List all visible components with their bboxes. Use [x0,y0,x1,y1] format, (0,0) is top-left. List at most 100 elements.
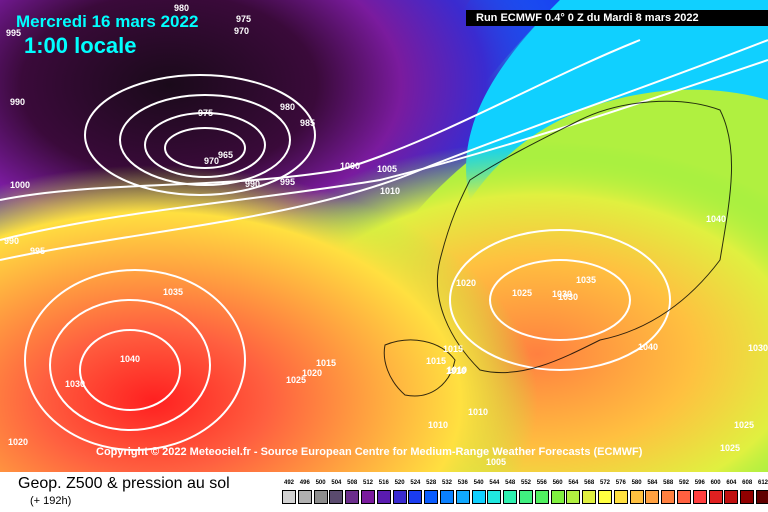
scale-tick: 544 [489,480,500,486]
isobar-label: 1025 [286,375,306,385]
scale-swatch [503,490,518,504]
scale-swatch [487,490,502,504]
isobar-label: 975 [236,14,251,24]
isobar-label: 1015 [316,358,336,368]
isobar-label: 995 [30,246,45,256]
scale-tick: 524 [410,480,421,486]
copyright-text: Copyright © 2022 Meteociel.fr - Source E… [96,446,643,458]
scale-tick: 528 [426,480,437,486]
isobar-label: 1000 [10,180,30,190]
isobar-label: 995 [6,28,21,38]
scale-swatch [550,490,565,504]
scale-swatch [661,490,676,504]
scale-swatch [329,490,344,504]
isobar-label: 980 [280,102,295,112]
isobar-label: 1020 [302,368,322,378]
isobar-label: 1020 [8,437,28,447]
isobar-label: 1030 [552,289,572,299]
scale-swatch [282,490,296,504]
scale-tick: 520 [394,480,405,486]
isobar-label: 985 [300,118,315,128]
isobar-label: 1005 [377,164,397,174]
scale-tick: 612 [757,480,768,486]
scale-tick: 500 [315,480,326,486]
isobar-label: 970 [234,26,249,36]
scale-tick: 568 [584,480,595,486]
scale-swatch [471,490,486,504]
scale-swatch [740,490,755,504]
isobar-label: 1015 [443,344,463,354]
isobar-label: 990 [4,236,19,246]
scale-swatch [313,490,328,504]
scale-tick: 564 [568,480,579,486]
isobar-label: 1010 [468,407,488,417]
run-info: Run ECMWF 0.4° 0 Z du Mardi 8 mars 2022 [466,10,768,26]
scale-swatch [645,490,660,504]
isobar-label: 1040 [638,342,658,352]
isobar-label: 1020 [456,278,476,288]
scale-swatch [376,490,391,504]
scale-tick: 516 [378,480,389,486]
scale-tick: 592 [678,480,689,486]
scale-swatch [392,490,407,504]
scale-tick: 604 [726,480,737,486]
isobar-label: 1025 [720,443,740,453]
scale-swatch [424,490,439,504]
scale-swatch [440,490,454,504]
isobar-label: 970 [204,156,219,166]
forecast-date: Mercredi 16 mars 2022 [16,12,199,31]
scale-tick: 536 [457,480,468,486]
scale-tick: 508 [347,480,358,486]
isobar-label: 1000 [340,161,360,171]
scale-swatch [629,490,644,504]
scale-tick: 608 [742,480,753,486]
scale-swatch [566,490,581,504]
legend-subtitle: (+ 192h) [30,495,72,507]
isobar-label: 975 [198,108,213,118]
isobar-label: 1040 [706,214,726,224]
scale-swatch [534,490,549,504]
scale-swatch [598,490,612,504]
scale-swatch [408,490,423,504]
scale-swatch [708,490,723,504]
scale-tick: 600 [710,480,721,486]
scale-tick: 576 [615,480,626,486]
scale-tick: 588 [663,480,674,486]
scale-swatch [613,490,628,504]
scale-swatch [361,490,375,504]
isobar-label: 990 [245,179,260,189]
scale-swatch [345,490,360,504]
isobar-label: 1010 [428,420,448,430]
scale-swatch [297,490,312,504]
scale-tick: 548 [505,480,516,486]
scale-tick: 504 [331,480,342,486]
scale-tick: 492 [283,480,294,486]
scale-tick: 580 [631,480,642,486]
scale-tick: 496 [299,480,310,486]
isobar-label: 1010 [380,186,400,196]
scale-tick: 596 [694,480,705,486]
scale-tick: 572 [599,480,610,486]
legend-title: Geop. Z500 & pression au sol [18,475,230,492]
legend-bar: Geop. Z500 & pression au sol (+ 192h) 49… [0,472,768,512]
isobar-label: 995 [280,177,295,187]
scale-tick: 532 [441,480,452,486]
scale-swatch [692,490,707,504]
isobar-label: 1030 [558,292,578,302]
isobar-label: 1030 [748,343,768,353]
scale-tick: 556 [536,480,547,486]
isobar-label: 1040 [120,354,140,364]
scale-swatch [756,490,768,504]
scale-swatch [582,490,597,504]
isobar-label: 980 [174,3,189,13]
isobar-label: 990 [10,97,25,107]
isobar-label: 1005 [486,457,506,467]
scale-tick: 560 [552,480,563,486]
isobar-label: 1035 [163,287,183,297]
isobar-label: 1025 [734,420,754,430]
scale-tick: 552 [520,480,531,486]
isobar-label: 1015 [426,356,446,366]
scale-swatch [455,490,470,504]
scale-tick: 584 [647,480,658,486]
